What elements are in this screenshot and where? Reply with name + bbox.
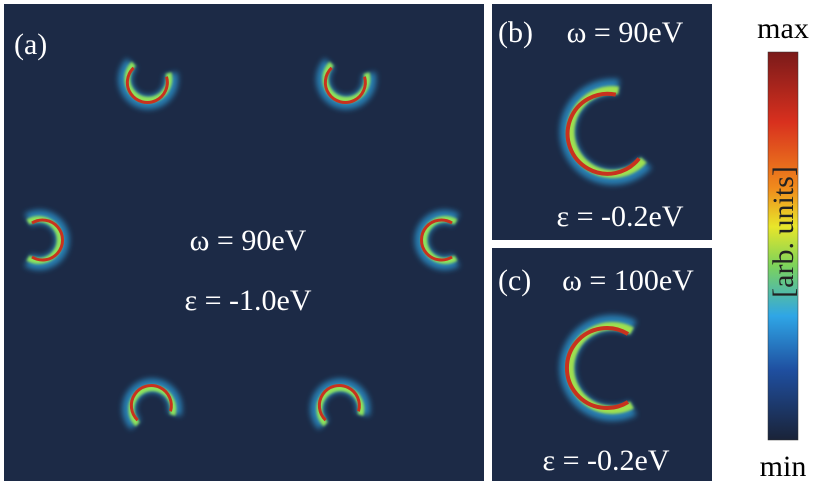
epsilon-label: ε = -1.0eV <box>185 284 312 317</box>
colorbar: max min [arb. units] <box>757 12 809 483</box>
panel-label: (c) <box>498 264 531 297</box>
omega-label: ω = 90eV <box>190 224 307 257</box>
panel-label: (a) <box>14 28 47 61</box>
panel-c: (c) ω = 100eV ε = -0.2eV <box>492 248 712 481</box>
epsilon-label: ε = -0.2eV <box>543 444 670 477</box>
omega-label: ω = 100eV <box>562 264 694 297</box>
panel-a: (a) ω = 90eV ε = -1.0eV <box>4 4 484 481</box>
figure: (a) ω = 90eV ε = -1.0eV (b) ω = 90eV ε =… <box>0 0 817 487</box>
panel-label: (b) <box>498 16 533 49</box>
colorbar-label: [arb. units] <box>767 166 800 298</box>
colorbar-max: max <box>757 12 809 45</box>
omega-label: ω = 90eV <box>567 16 684 49</box>
panel-b: (b) ω = 90eV ε = -0.2eV <box>492 4 712 240</box>
colorbar-min: min <box>760 450 807 483</box>
epsilon-label: ε = -0.2eV <box>557 200 684 233</box>
